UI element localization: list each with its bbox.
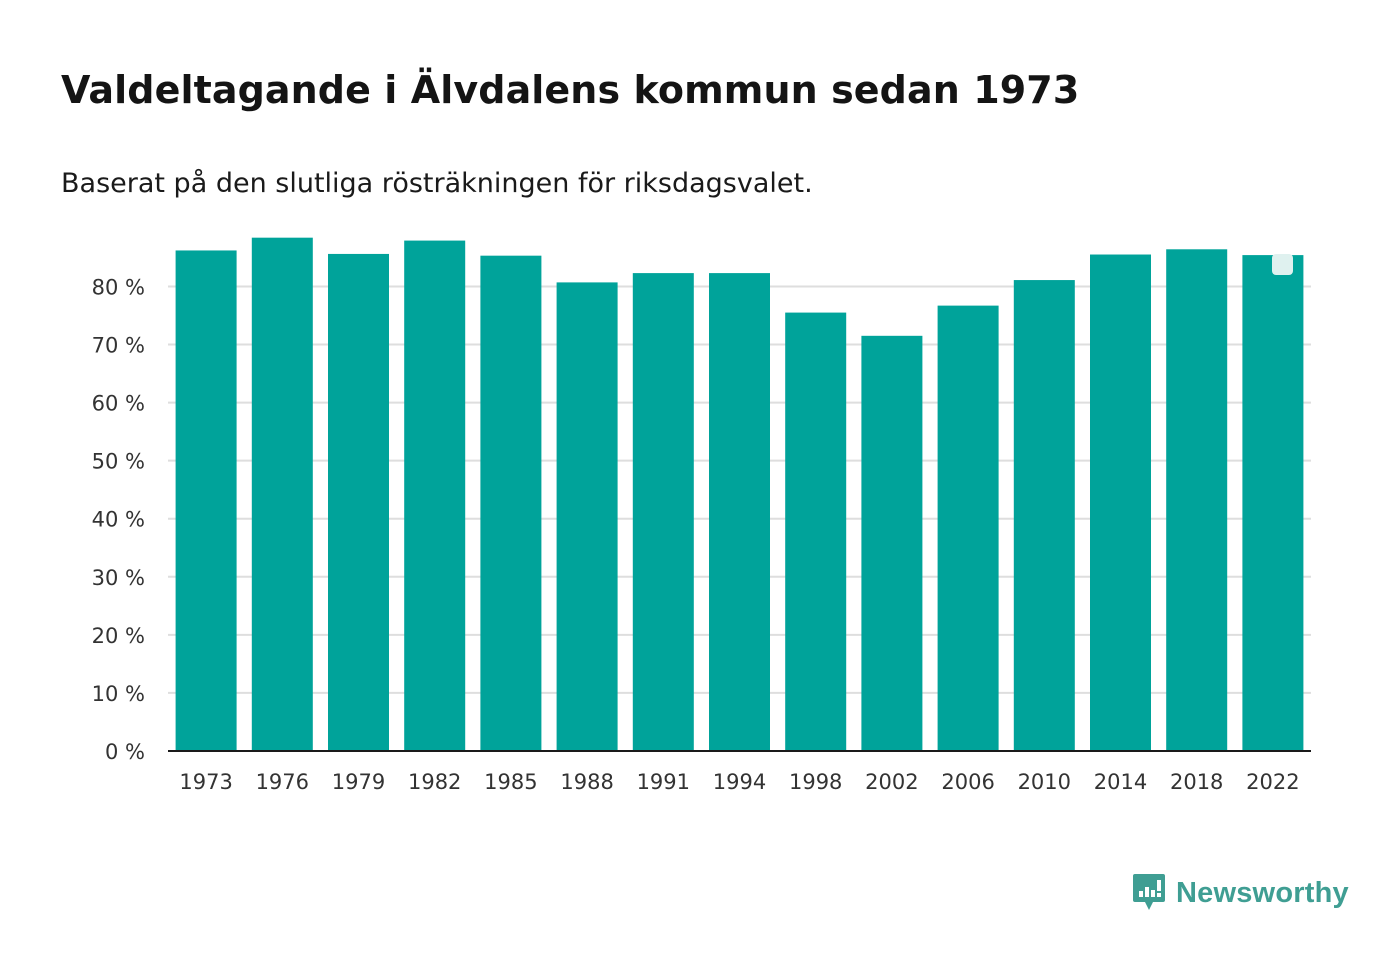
x-tick-label: 2022 <box>1246 770 1299 794</box>
x-tick-label: 1982 <box>408 770 461 794</box>
x-tick-label: 2018 <box>1170 770 1223 794</box>
x-tick-label: 1985 <box>484 770 537 794</box>
x-tick-label: 2006 <box>941 770 994 794</box>
y-axis-ticks: 0 % 10 % 20 % 30 % 40 % 50 % 60 % 70 % 80 % <box>92 275 145 764</box>
y-tick-label: 20 % <box>92 624 145 648</box>
brand-name: Newsworthy <box>1176 876 1349 909</box>
bar-1973[interactable] <box>175 250 237 751</box>
y-tick-label: 80 % <box>92 275 145 299</box>
chart-title: Valdeltagande i Älvdalens kommun sedan 1… <box>61 68 1080 112</box>
bar-1998[interactable] <box>785 312 847 751</box>
chart-subtitle: Baserat på den slutliga rösträkningen fö… <box>61 168 813 199</box>
bar-1985[interactable] <box>480 255 542 751</box>
x-tick-label: 1994 <box>713 770 766 794</box>
brand-logo[interactable]: Newsworthy <box>1132 872 1349 914</box>
bar-1988[interactable] <box>556 282 618 751</box>
x-tick-label: 1988 <box>560 770 613 794</box>
x-tick-label: 1976 <box>256 770 309 794</box>
bar-2014[interactable] <box>1090 254 1151 752</box>
bar-1994[interactable] <box>709 273 770 751</box>
bar-2002[interactable] <box>861 335 923 751</box>
y-tick-label: 30 % <box>92 566 145 590</box>
bar-2006[interactable] <box>937 305 999 751</box>
y-tick-label: 50 % <box>92 450 145 474</box>
x-tick-label: 2002 <box>865 770 918 794</box>
y-tick-label: 70 % <box>92 334 145 358</box>
x-axis-ticks: 1973 1976 1979 1982 1985 1988 1991 1994 1998 2002… <box>179 770 1299 794</box>
x-tick-label: 1998 <box>789 770 842 794</box>
legend-swatch[interactable] <box>1272 254 1293 275</box>
bar-2022[interactable] <box>1242 255 1304 752</box>
y-tick-label: 0 % <box>105 740 145 764</box>
y-tick-label: 10 % <box>92 682 145 706</box>
x-tick-label: 1979 <box>332 770 385 794</box>
bars <box>175 237 1304 752</box>
newsworthy-logo-icon <box>1133 874 1165 910</box>
x-tick-label: 1973 <box>179 770 232 794</box>
y-tick-label: 40 % <box>92 508 145 532</box>
bar-2010[interactable] <box>1013 280 1075 751</box>
x-tick-label: 1991 <box>637 770 690 794</box>
x-tick-label: 2010 <box>1018 770 1071 794</box>
y-tick-label: 60 % <box>92 392 145 416</box>
bar-1976[interactable] <box>251 237 313 752</box>
bar-1979[interactable] <box>328 253 389 751</box>
x-tick-label: 2014 <box>1094 770 1147 794</box>
bar-1982[interactable] <box>404 240 466 751</box>
bar-1991[interactable] <box>632 273 694 751</box>
bar-2018[interactable] <box>1166 249 1228 752</box>
